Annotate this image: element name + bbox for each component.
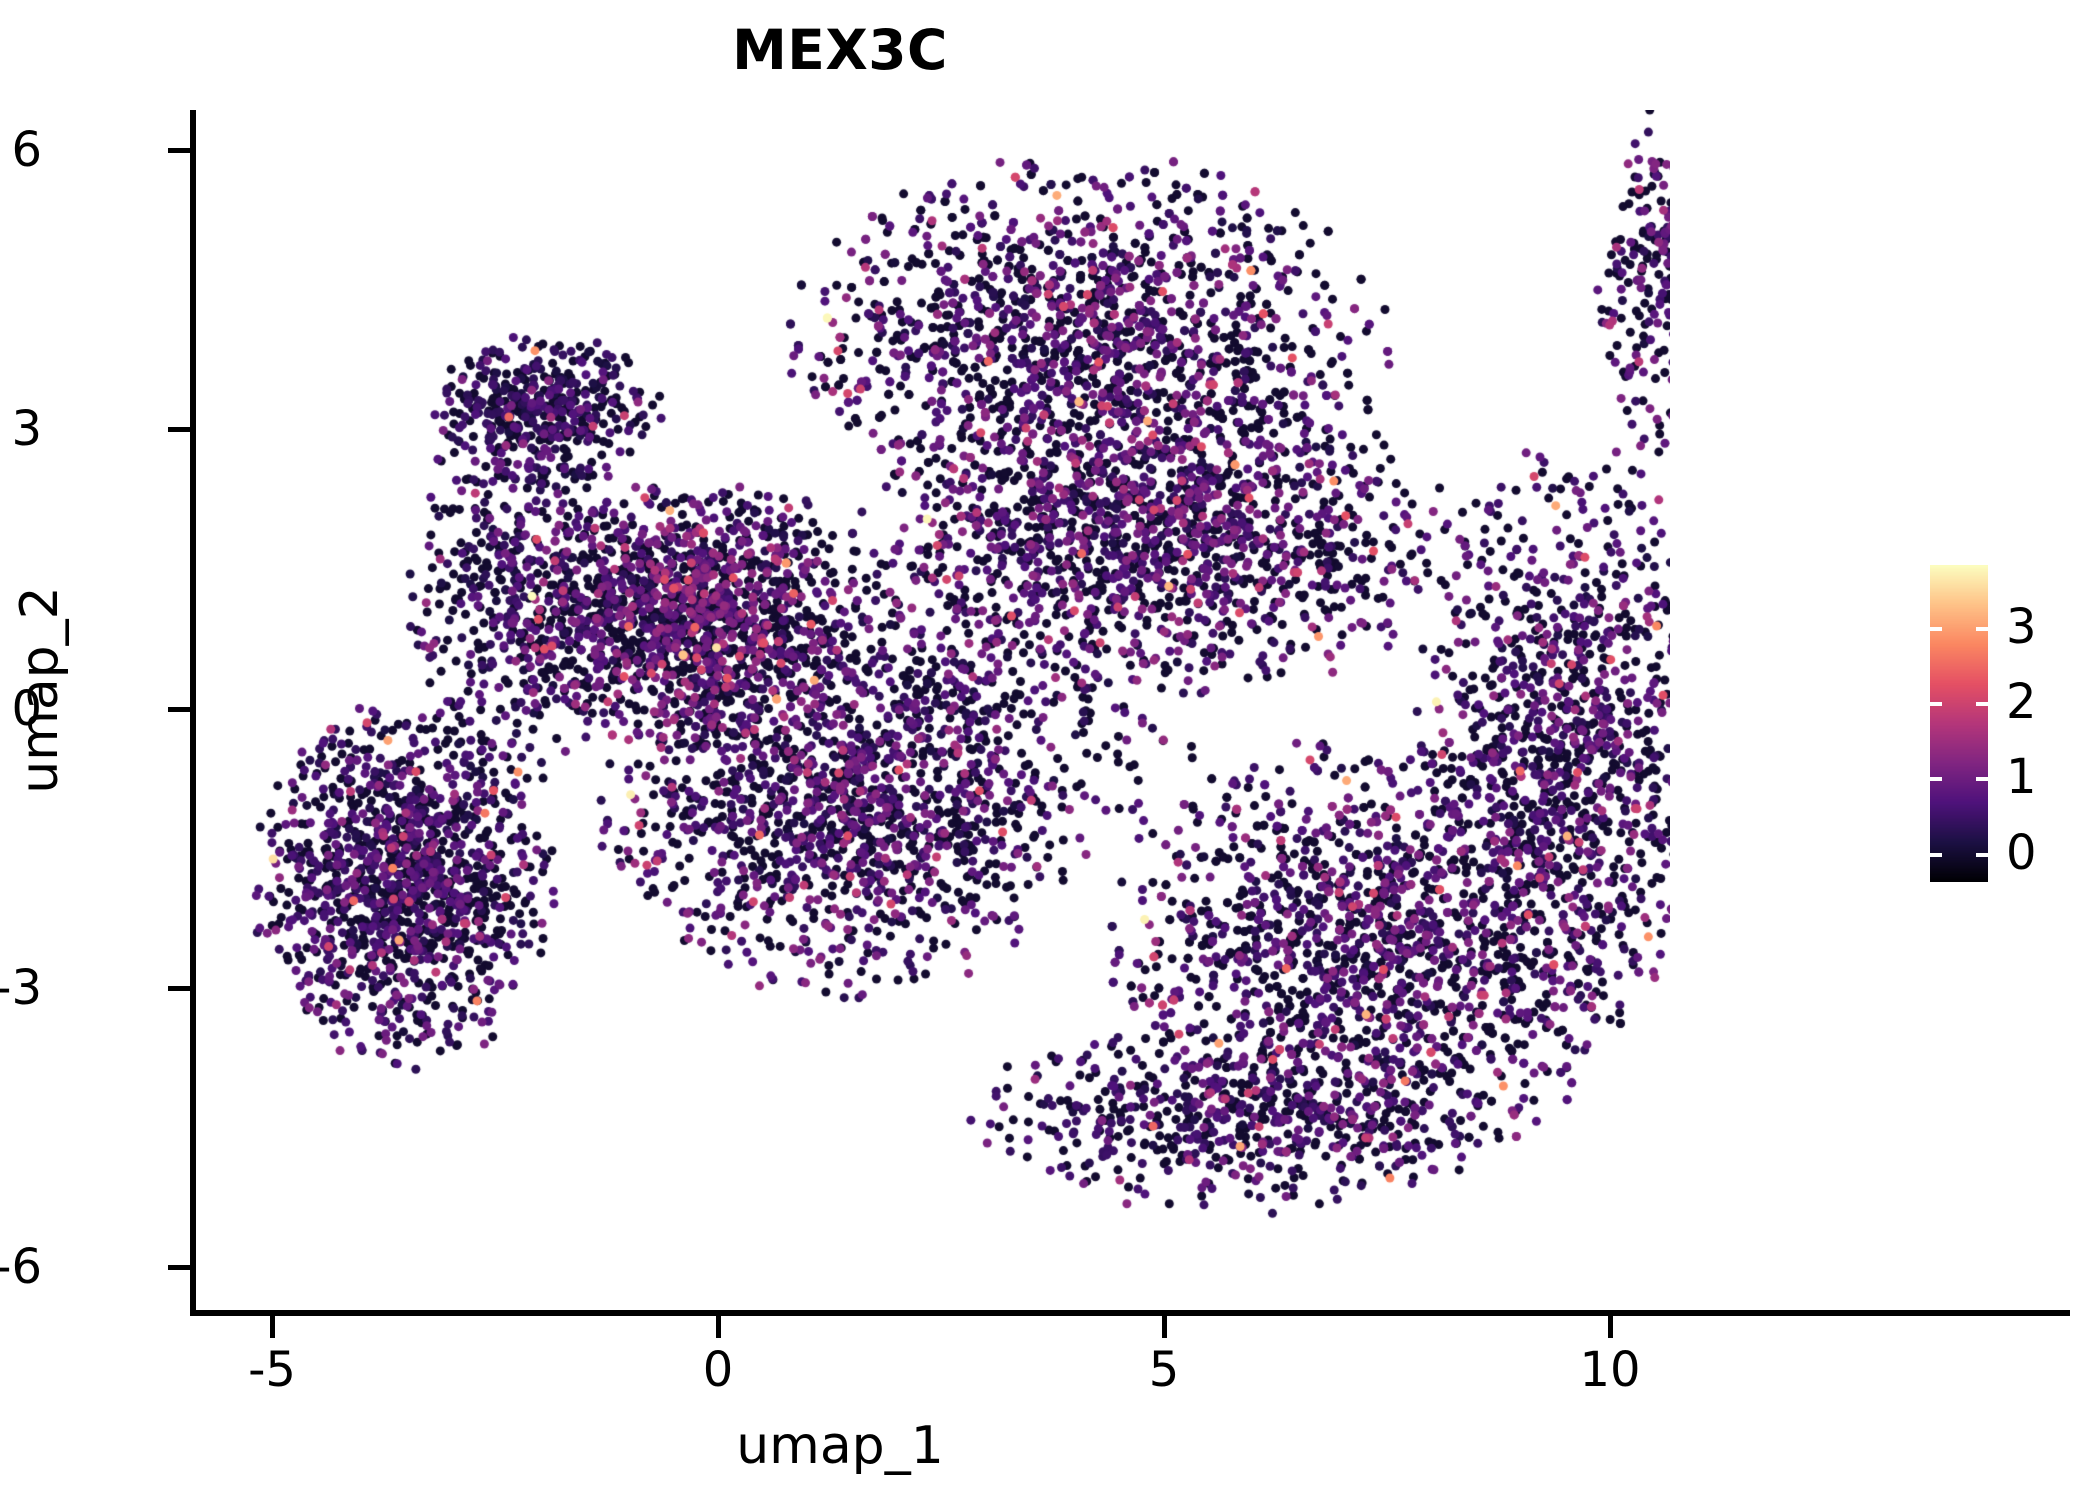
y-tick-label: 0 [11, 680, 42, 737]
plot-area [190, 110, 1670, 1310]
colorbar-tick-dash-right [1976, 702, 1988, 707]
colorbar-tick-mark [1930, 852, 1988, 857]
y-tick-label: 6 [11, 122, 42, 178]
colorbar-tick-dash-right [1976, 777, 1988, 782]
colorbar-tick-label: 2 [2006, 674, 2037, 731]
colorbar-tick-label: 0 [2006, 824, 2037, 881]
colorbar-tick-dash-right [1976, 852, 1988, 857]
x-tick-mark [1162, 1316, 1167, 1338]
y-tick-mark [168, 1265, 190, 1271]
y-tick-mark [168, 986, 190, 991]
page-title: MEX3C [732, 18, 948, 82]
y-axis-spine [190, 110, 196, 1316]
y-tick-mark [168, 148, 190, 153]
x-tick-mark [270, 1316, 275, 1338]
colorbar-tick-mark [1930, 777, 1988, 782]
colorbar-tick-dash-left [1930, 852, 1942, 857]
colorbar-tick-dash-left [1930, 626, 1942, 631]
colorbar-tick-mark [1930, 626, 1988, 631]
colorbar-tick-dash-right [1976, 626, 1988, 631]
colorbar-gradient [1930, 565, 1988, 882]
scatter-canvas [190, 110, 1670, 1310]
x-axis-spine [190, 1310, 2070, 1316]
colorbar-tick-dash-left [1930, 702, 1942, 707]
y-tick-label: 3 [11, 401, 42, 458]
x-tick-label: 0 [702, 1342, 734, 1398]
x-axis-title: umap_1 [736, 1416, 944, 1476]
x-tick-label: 10 [1579, 1342, 1641, 1398]
colorbar-tick-label: 1 [2006, 749, 2037, 806]
colorbar-tick-dash-left [1930, 777, 1942, 782]
y-tick-label: -3 [0, 960, 42, 1016]
y-tick-label: -6 [0, 1239, 42, 1296]
colorbar: 0 1 2 3 [1930, 565, 2090, 885]
x-tick-label: -5 [248, 1342, 296, 1398]
y-axis-title: umap_2 [10, 586, 70, 794]
x-tick-mark [1608, 1316, 1613, 1338]
x-tick-mark [716, 1316, 721, 1338]
y-tick-mark [168, 706, 190, 712]
x-tick-label: 5 [1148, 1342, 1180, 1398]
y-tick-mark [168, 427, 190, 433]
colorbar-tick-mark [1930, 702, 1988, 707]
colorbar-tick-label: 3 [2006, 598, 2037, 655]
